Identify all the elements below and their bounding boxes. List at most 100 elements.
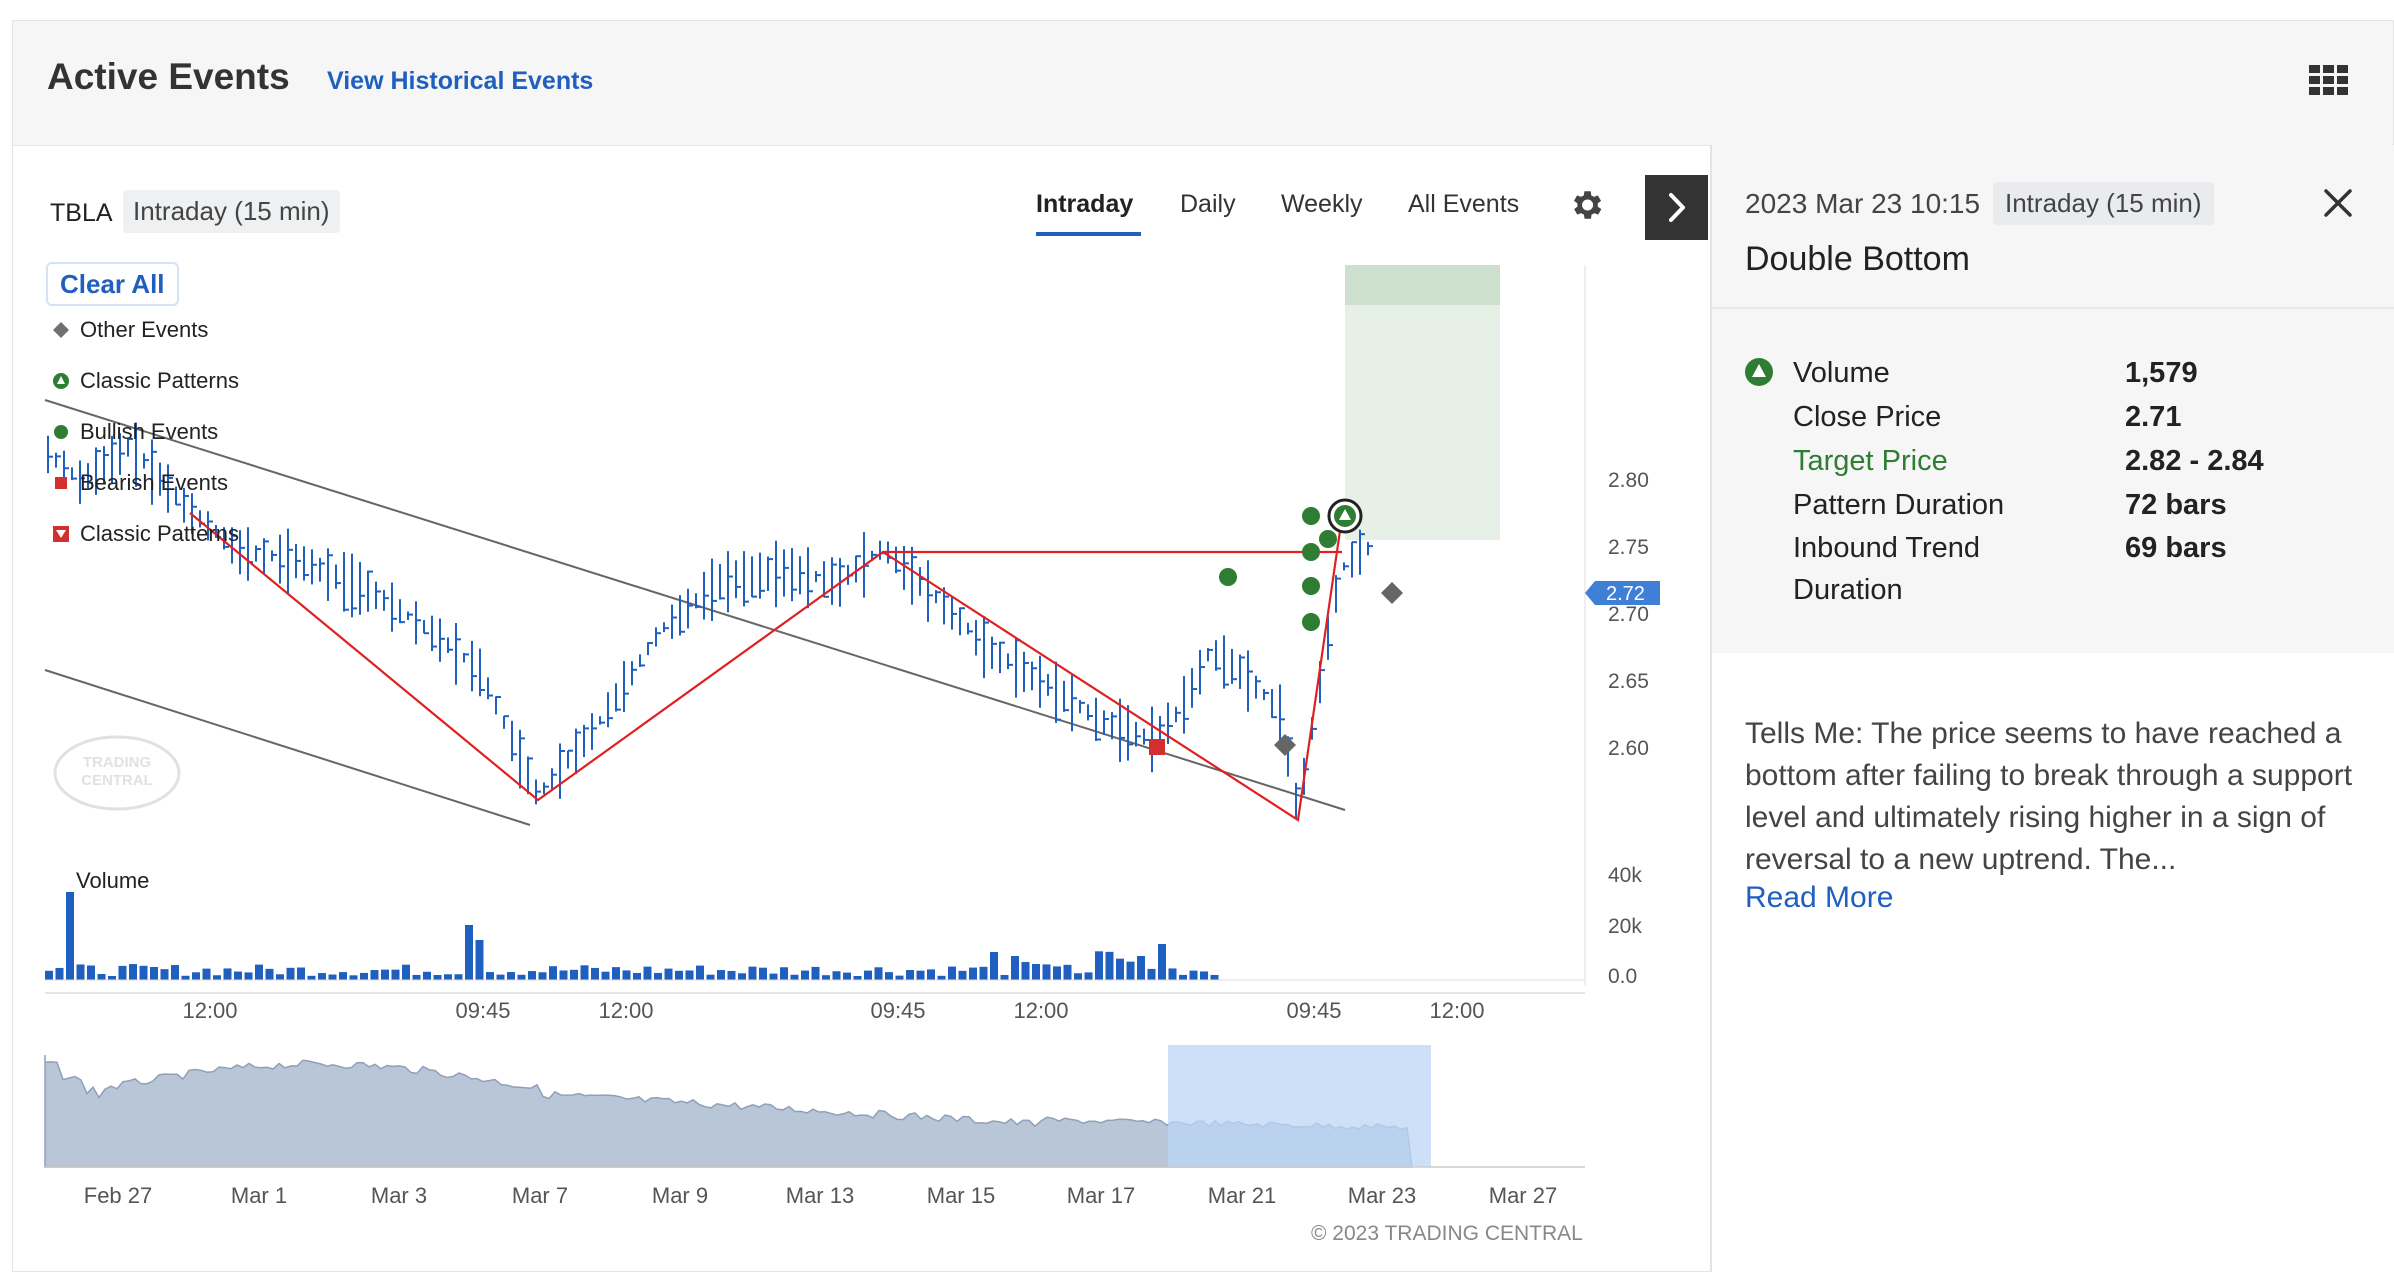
volume-bar bbox=[1116, 958, 1124, 980]
volume-bar bbox=[360, 972, 368, 980]
volume-bar bbox=[276, 974, 284, 980]
volume-bar bbox=[969, 967, 977, 980]
target-zone-top bbox=[1345, 265, 1500, 305]
tab-intraday[interactable]: Intraday bbox=[1036, 190, 1134, 218]
active-tab-underline bbox=[1036, 232, 1141, 236]
price-tick: 2.65 bbox=[1608, 670, 1649, 693]
volume-bars bbox=[45, 892, 1219, 980]
current-price-flag bbox=[1585, 581, 1660, 605]
volume-bar bbox=[1147, 968, 1156, 980]
navigator-selection bbox=[1168, 1045, 1431, 1167]
volume-bar bbox=[832, 971, 841, 980]
volume-bar bbox=[1168, 968, 1177, 980]
detail-value-inbound-trend: 69 bars bbox=[2125, 532, 2227, 564]
close-icon[interactable] bbox=[2320, 185, 2356, 221]
volume-bar bbox=[475, 940, 484, 980]
detail-label-pattern-duration: Pattern Duration bbox=[1793, 489, 2005, 521]
volume-bar bbox=[864, 970, 872, 980]
volume-bar bbox=[738, 973, 746, 980]
expand-panel-button[interactable] bbox=[1645, 175, 1708, 240]
clear-all-button[interactable]: Clear All bbox=[46, 262, 179, 306]
date-tick: Mar 9 bbox=[652, 1183, 708, 1208]
svg-text:CENTRAL: CENTRAL bbox=[81, 772, 153, 789]
tab-daily[interactable]: Daily bbox=[1180, 190, 1236, 218]
volume-bar bbox=[675, 970, 683, 980]
volume-bar bbox=[1053, 966, 1061, 980]
volume-bar bbox=[45, 970, 53, 980]
volume-bar bbox=[223, 968, 232, 980]
volume-bar bbox=[171, 965, 179, 980]
bullish-event bbox=[1302, 613, 1320, 631]
volume-bar bbox=[916, 970, 925, 980]
volume-bar bbox=[874, 967, 883, 980]
red-triangle-square-icon bbox=[53, 526, 69, 542]
tab-weekly[interactable]: Weekly bbox=[1281, 190, 1363, 218]
volume-bar bbox=[937, 975, 946, 980]
volume-bar bbox=[780, 967, 788, 980]
volume-tick: 0.0 bbox=[1608, 965, 1637, 988]
detail-label-target-price: Target Price bbox=[1793, 445, 1948, 477]
detail-value-target-price: 2.82 - 2.84 bbox=[2125, 445, 2264, 477]
divider bbox=[1712, 307, 2394, 309]
volume-bar bbox=[370, 970, 379, 980]
volume-bar bbox=[885, 972, 893, 980]
time-tick: 09:45 bbox=[455, 998, 510, 1023]
volume-bar bbox=[990, 952, 998, 980]
view-historical-events-link[interactable]: View Historical Events bbox=[327, 67, 594, 95]
volume-bar bbox=[570, 969, 578, 980]
time-tick: 12:00 bbox=[1013, 998, 1068, 1023]
volume-bar bbox=[423, 971, 431, 980]
volume-bar bbox=[192, 972, 200, 980]
volume-bar bbox=[286, 967, 295, 980]
volume-bar bbox=[759, 967, 767, 980]
volume-bar bbox=[454, 974, 463, 980]
price-chart[interactable]: 2.80 2.75 2.70 2.65 2.60 2.72 40k 20k 0.… bbox=[40, 255, 1710, 1245]
trading-central-watermark: TRADING CENTRAL bbox=[53, 735, 181, 811]
volume-bar bbox=[202, 968, 211, 980]
volume-bar bbox=[549, 966, 557, 980]
read-more-link[interactable]: Read More bbox=[1745, 881, 1894, 914]
volume-bar bbox=[790, 974, 799, 980]
volume-bar bbox=[87, 965, 95, 980]
detail-value-close-price: 2.71 bbox=[2125, 401, 2182, 433]
green-dot-icon bbox=[54, 425, 68, 439]
event-detail-header bbox=[1712, 145, 2394, 653]
event-description: Tells Me: The price seems to have reache… bbox=[1745, 717, 2353, 876]
volume-bar bbox=[1042, 964, 1051, 980]
volume-bar bbox=[517, 974, 526, 980]
bullish-event bbox=[1302, 507, 1320, 525]
time-tick: 12:00 bbox=[1429, 998, 1484, 1023]
volume-bar bbox=[1000, 974, 1009, 980]
other-event bbox=[1381, 582, 1403, 604]
event-interval-badge: Intraday (15 min) bbox=[1993, 182, 2214, 225]
bullish-event bbox=[1302, 543, 1320, 561]
gear-icon[interactable] bbox=[1567, 186, 1605, 224]
volume-bar bbox=[328, 974, 337, 980]
volume-bar bbox=[612, 967, 620, 980]
detail-label-volume: Volume bbox=[1793, 357, 1890, 389]
volume-bar bbox=[129, 964, 137, 980]
volume-bar bbox=[297, 967, 305, 980]
volume-bar bbox=[958, 970, 967, 980]
tab-all-events[interactable]: All Events bbox=[1408, 190, 1520, 218]
volume-bar bbox=[853, 975, 862, 980]
volume-bar bbox=[486, 972, 494, 980]
volume-bar bbox=[465, 925, 473, 980]
volume-bar bbox=[1210, 974, 1219, 980]
volume-bar bbox=[391, 969, 400, 980]
grid-view-icon[interactable] bbox=[2309, 65, 2348, 95]
volume-bar bbox=[801, 970, 809, 980]
date-tick: Mar 13 bbox=[786, 1183, 854, 1208]
date-tick: Mar 23 bbox=[1348, 1183, 1416, 1208]
volume-bar bbox=[55, 967, 64, 980]
detail-value-volume: 1,579 bbox=[2125, 357, 2198, 389]
volume-bar bbox=[265, 968, 274, 980]
volume-bar bbox=[433, 975, 442, 980]
volume-bar bbox=[895, 975, 904, 980]
volume-bar bbox=[580, 965, 589, 980]
time-tick: 12:00 bbox=[598, 998, 653, 1023]
volume-bar bbox=[139, 965, 148, 980]
volume-bar bbox=[1189, 970, 1198, 980]
date-tick: Mar 27 bbox=[1489, 1183, 1557, 1208]
volume-bar bbox=[402, 964, 410, 980]
